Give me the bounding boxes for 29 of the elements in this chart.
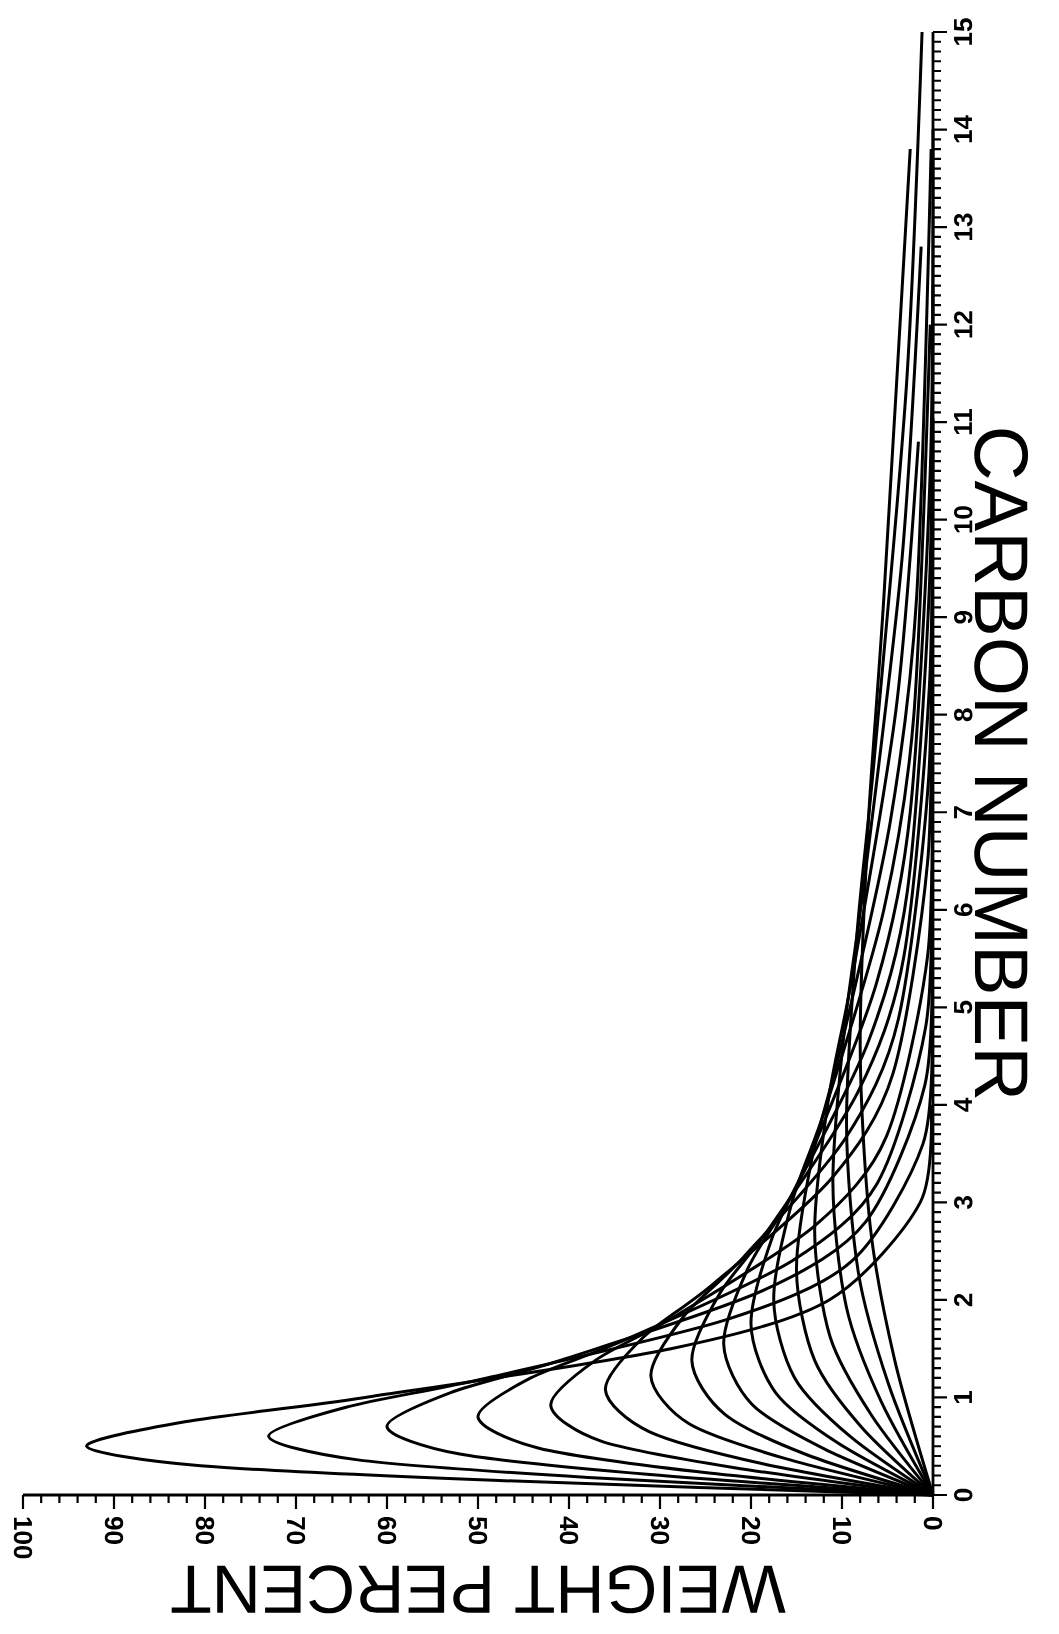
x-tick-label: 90: [104, 1516, 124, 1544]
x-tick-label: 0: [923, 1517, 943, 1530]
y-tick-label: 0: [954, 1488, 973, 1502]
y-tick-label: 14: [954, 115, 972, 143]
x-tick-label: 100: [13, 1517, 33, 1559]
y-tick-label: 5: [954, 1000, 973, 1014]
y-tick-label: 8: [954, 708, 973, 722]
x-tick-label: 80: [195, 1516, 215, 1544]
x-tick-label: 30: [650, 1516, 670, 1544]
x-axis-title: WEIGHT PERCENT: [171, 1565, 786, 1614]
y-tick-label: 9: [954, 610, 973, 624]
x-tick-label: 60: [377, 1517, 397, 1544]
x-tick-label: 70: [286, 1517, 306, 1544]
y-tick-label: 11: [954, 409, 972, 435]
y-tick-label: 4: [954, 1097, 972, 1112]
x-tick-label: 50: [468, 1516, 488, 1544]
y-tick-label: 6: [954, 903, 973, 917]
y-axis-title: CARBON NUMBER: [974, 429, 1029, 1098]
x-tick-label: 40: [559, 1516, 579, 1544]
y-tick-label: 2: [954, 1293, 973, 1307]
x-tick-label: 20: [741, 1516, 761, 1544]
y-tick-label: 12: [954, 311, 973, 338]
x-tick-label: 10: [832, 1517, 852, 1544]
y-tick-label: 15: [954, 18, 973, 45]
y-tick-label: 13: [954, 213, 973, 240]
y-tick-label: 10: [954, 506, 973, 533]
y-tick-label: 3: [954, 1196, 973, 1210]
y-tick-label: 1: [954, 1390, 972, 1404]
y-tick-label: 7: [954, 806, 972, 819]
